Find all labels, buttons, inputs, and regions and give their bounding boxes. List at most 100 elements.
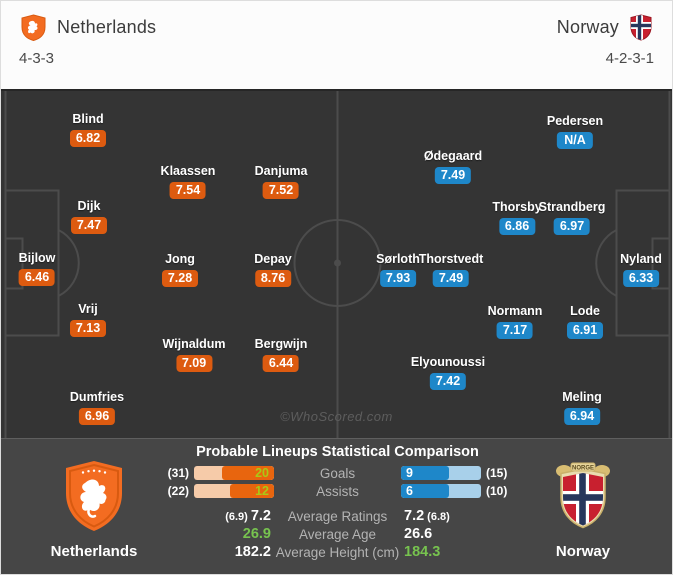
home-bar-value: 20: [255, 466, 269, 480]
away-stat-value: 7.2: [404, 508, 425, 524]
player-rating-badge: 7.52: [262, 182, 299, 199]
player-name: Strandberg: [538, 200, 606, 214]
player-rating-badge: 7.42: [429, 373, 466, 390]
player-blind[interactable]: Blind 6.82: [70, 112, 106, 147]
player-name: Sørloth: [376, 252, 420, 266]
away-team-crest-block[interactable]: NORGE Norway: [538, 459, 628, 560]
player-nyland[interactable]: Nyland 6.33: [620, 252, 662, 287]
home-stat-value: 182.2: [234, 544, 271, 560]
away-bar-value: 9: [406, 466, 413, 480]
player-rating-badge: 7.17: [497, 322, 533, 339]
player-danjuma[interactable]: Danjuma 7.52: [254, 164, 308, 199]
player-name: Dijk: [77, 199, 101, 213]
player-name: Lode: [570, 304, 600, 318]
away-team-name[interactable]: Norway: [556, 17, 619, 37]
home-formation: 4-3-3: [19, 50, 55, 67]
player-rating-badge: 6.97: [554, 218, 590, 235]
home-team-crest-block[interactable]: Netherlands: [49, 459, 139, 560]
player-lode[interactable]: Lode 6.91: [567, 304, 603, 339]
player-strandberg[interactable]: Strandberg 6.97: [538, 200, 606, 235]
player-name: Nyland: [620, 252, 662, 266]
stat-rows: (6.9) 7.2 Average Ratings 7.2 (6.8) 26.9 Avera…: [159, 507, 516, 561]
player-bergwijn[interactable]: Bergwijn 6.44: [254, 337, 308, 372]
home-stat-prev: (6.9): [225, 511, 248, 523]
player-klaassen[interactable]: Klaassen 7.54: [161, 164, 215, 199]
player-rating-badge: 8.76: [255, 270, 291, 287]
whoscored-watermark: ©WhoScored.com: [280, 409, 393, 424]
player-name: Thorsby: [492, 200, 542, 214]
player-normann[interactable]: Normann 7.17: [487, 304, 543, 339]
player-elyounoussi[interactable]: Elyounoussi 7.42: [411, 355, 485, 390]
away-stat-value: 26.6: [404, 526, 433, 542]
player-rating-badge: 7.09: [176, 355, 212, 372]
player-rating-badge: 6.91: [567, 322, 603, 339]
away-team-label: Norway: [555, 543, 611, 560]
bar-row-goals: (31) 20 Goals 9 (15): [159, 466, 516, 481]
player-name: Jong: [165, 252, 195, 266]
norway-crest-icon: [630, 14, 652, 41]
player-name: Elyounoussi: [410, 355, 486, 369]
home-bar-fill: [222, 466, 274, 480]
away-prev-value: (15): [486, 466, 508, 480]
player-name: Bergwijn: [254, 337, 308, 351]
away-prev-value: (10): [486, 484, 508, 498]
player-thorstvedt[interactable]: Thorstvedt 7.49: [419, 252, 483, 287]
home-bar-fill: [230, 484, 274, 498]
player-s-rloth[interactable]: Sørloth 7.93: [376, 252, 420, 287]
player-meling[interactable]: Meling 6.94: [562, 390, 602, 425]
player-rating-badge: N/A: [557, 132, 593, 149]
player-depay[interactable]: Depay 8.76: [254, 252, 292, 287]
away-bar-value: 6: [406, 484, 413, 498]
player-name: Meling: [562, 390, 602, 404]
player-rating-badge: 6.94: [564, 408, 600, 425]
player-dumfries[interactable]: Dumfries 6.96: [70, 390, 124, 425]
home-team-name[interactable]: Netherlands: [57, 17, 157, 37]
home-bar-value: 12: [255, 484, 269, 498]
bar-rows: (31) 20 Goals 9 (15) (22) 12 Assists 6 (10): [159, 466, 516, 499]
stat-label: Average Height (cm): [275, 544, 400, 560]
netherlands-crest-large: [66, 461, 122, 531]
pitch: ©WhoScored.com Blind 6.82 Klaassen 7.54 Danj…: [1, 89, 672, 438]
home-stat-cell: 182.2: [159, 543, 271, 561]
home-team-label: Netherlands: [50, 543, 138, 560]
player-bijlow[interactable]: Bijlow 6.46: [18, 251, 56, 286]
norge-banner-text: NORGE: [572, 465, 594, 471]
player--degaard[interactable]: Ødegaard 7.49: [424, 149, 482, 184]
away-stat-cell: 184.3: [404, 543, 516, 561]
away-bar-fill: [401, 466, 449, 480]
player-name: Danjuma: [254, 164, 308, 178]
home-stat-cell: 26.9: [159, 525, 271, 543]
home-stat-value: 26.9: [242, 526, 271, 542]
player-name: Normann: [487, 304, 543, 318]
player-wijnaldum[interactable]: Wijnaldum 7.09: [162, 337, 226, 372]
player-thorsby[interactable]: Thorsby 6.86: [492, 200, 542, 235]
away-stat-value: 184.3: [404, 544, 441, 560]
player-rating-badge: 7.13: [70, 320, 106, 337]
stat-row-average-height-cm-: 182.2 Average Height (cm) 184.3: [159, 543, 516, 561]
player-rating-badge: 7.28: [162, 270, 198, 287]
player-rating-badge: 6.33: [623, 270, 659, 287]
comparison-center: Probable Lineups Statistical Comparison …: [159, 444, 516, 561]
player-name: Blind: [72, 112, 104, 126]
player-vrij[interactable]: Vrij 7.13: [70, 302, 106, 337]
player-pedersen[interactable]: Pedersen N/A: [547, 114, 603, 149]
player-rating-badge: 7.47: [71, 217, 107, 234]
player-jong[interactable]: Jong 7.28: [162, 252, 198, 287]
player-name: Pedersen: [546, 114, 604, 128]
pitch-markings: [4, 91, 671, 438]
player-name: Bijlow: [18, 251, 56, 265]
netherlands-crest-icon: [21, 14, 46, 41]
player-rating-badge: 7.93: [380, 270, 416, 287]
player-rating-badge: 6.44: [262, 355, 299, 372]
stat-label: Average Ratings: [287, 508, 388, 524]
home-team-header: Netherlands 4-3-3: [19, 14, 157, 67]
player-rating-badge: 7.54: [170, 182, 206, 199]
player-rating-badge: 6.96: [79, 408, 115, 425]
player-name: Ødegaard: [423, 149, 483, 163]
header: Netherlands 4-3-3 Norway 4-2-3-1: [1, 1, 672, 89]
away-stat-cell: 7.2 (6.8): [404, 507, 516, 525]
player-name: Vrij: [78, 302, 98, 316]
player-dijk[interactable]: Dijk 7.47: [71, 199, 107, 234]
player-rating-badge: 7.49: [434, 167, 471, 184]
